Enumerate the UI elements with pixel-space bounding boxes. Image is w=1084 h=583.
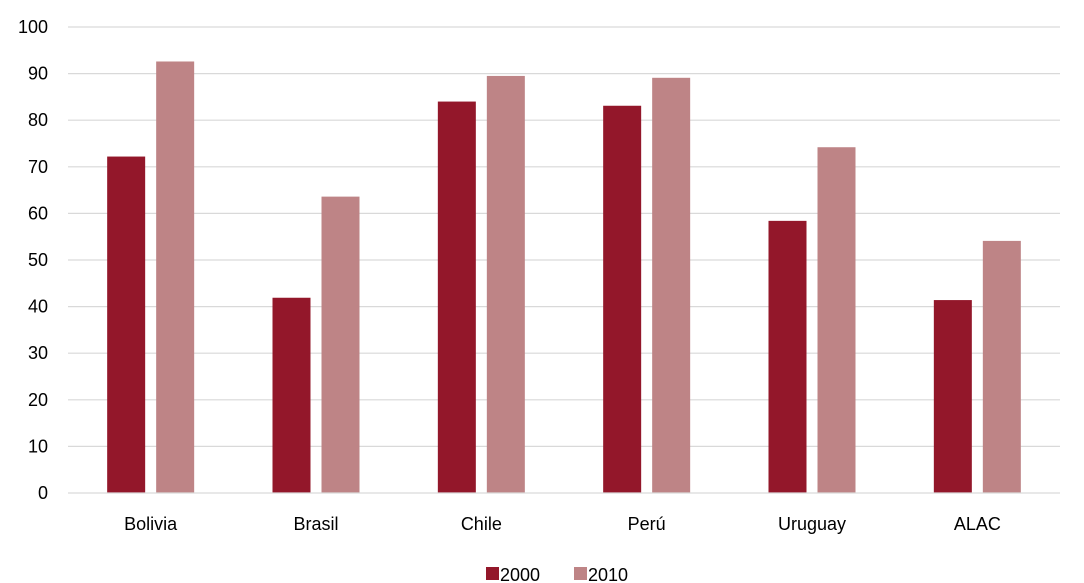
y-tick-label: 90 [28,64,48,84]
y-tick-label: 70 [28,157,48,177]
y-tick-label: 80 [28,110,48,130]
x-axis-category-labels: Bolivia Brasil Chile Perú Uruguay ALAC [124,514,1001,534]
bar-2000-chile [437,101,476,493]
legend-swatch-2010 [574,567,587,580]
bar-2000-bolivia [107,156,146,493]
y-tick-label: 60 [28,203,48,223]
bar-2000-brasil [272,297,311,493]
bars [107,61,1021,494]
y-axis-tick-labels: 0 10 20 30 40 50 60 70 80 90 100 [18,17,48,503]
y-tick-label: 10 [28,436,48,456]
x-category-label: Bolivia [124,514,178,534]
y-tick-label: 0 [38,483,48,503]
x-category-label: Chile [461,514,502,534]
bar-2010-uruguay [817,147,856,493]
bar-2010-alac [982,240,1021,493]
gridlines [68,26,1060,447]
x-category-label: Brasil [293,514,338,534]
y-tick-label: 40 [28,297,48,317]
bar-2000-perú [603,105,642,493]
y-tick-label: 30 [28,343,48,363]
y-tick-label: 20 [28,390,48,410]
bar-2000-uruguay [768,220,807,493]
y-tick-label: 50 [28,250,48,270]
legend-label: 2010 [588,565,628,583]
bar-2010-chile [486,75,525,494]
bar-2000-alac [933,300,972,493]
legend-swatch-2000 [486,567,499,580]
bar-2010-bolivia [156,61,195,493]
x-category-label: Uruguay [778,514,846,534]
bar-2010-brasil [321,196,360,493]
x-category-label: ALAC [954,514,1001,534]
x-category-label: Perú [628,514,666,534]
y-tick-label: 100 [18,17,48,37]
legend-label: 2000 [500,565,540,583]
legend: 2000 2010 [486,565,628,583]
bar-2010-perú [652,77,691,493]
